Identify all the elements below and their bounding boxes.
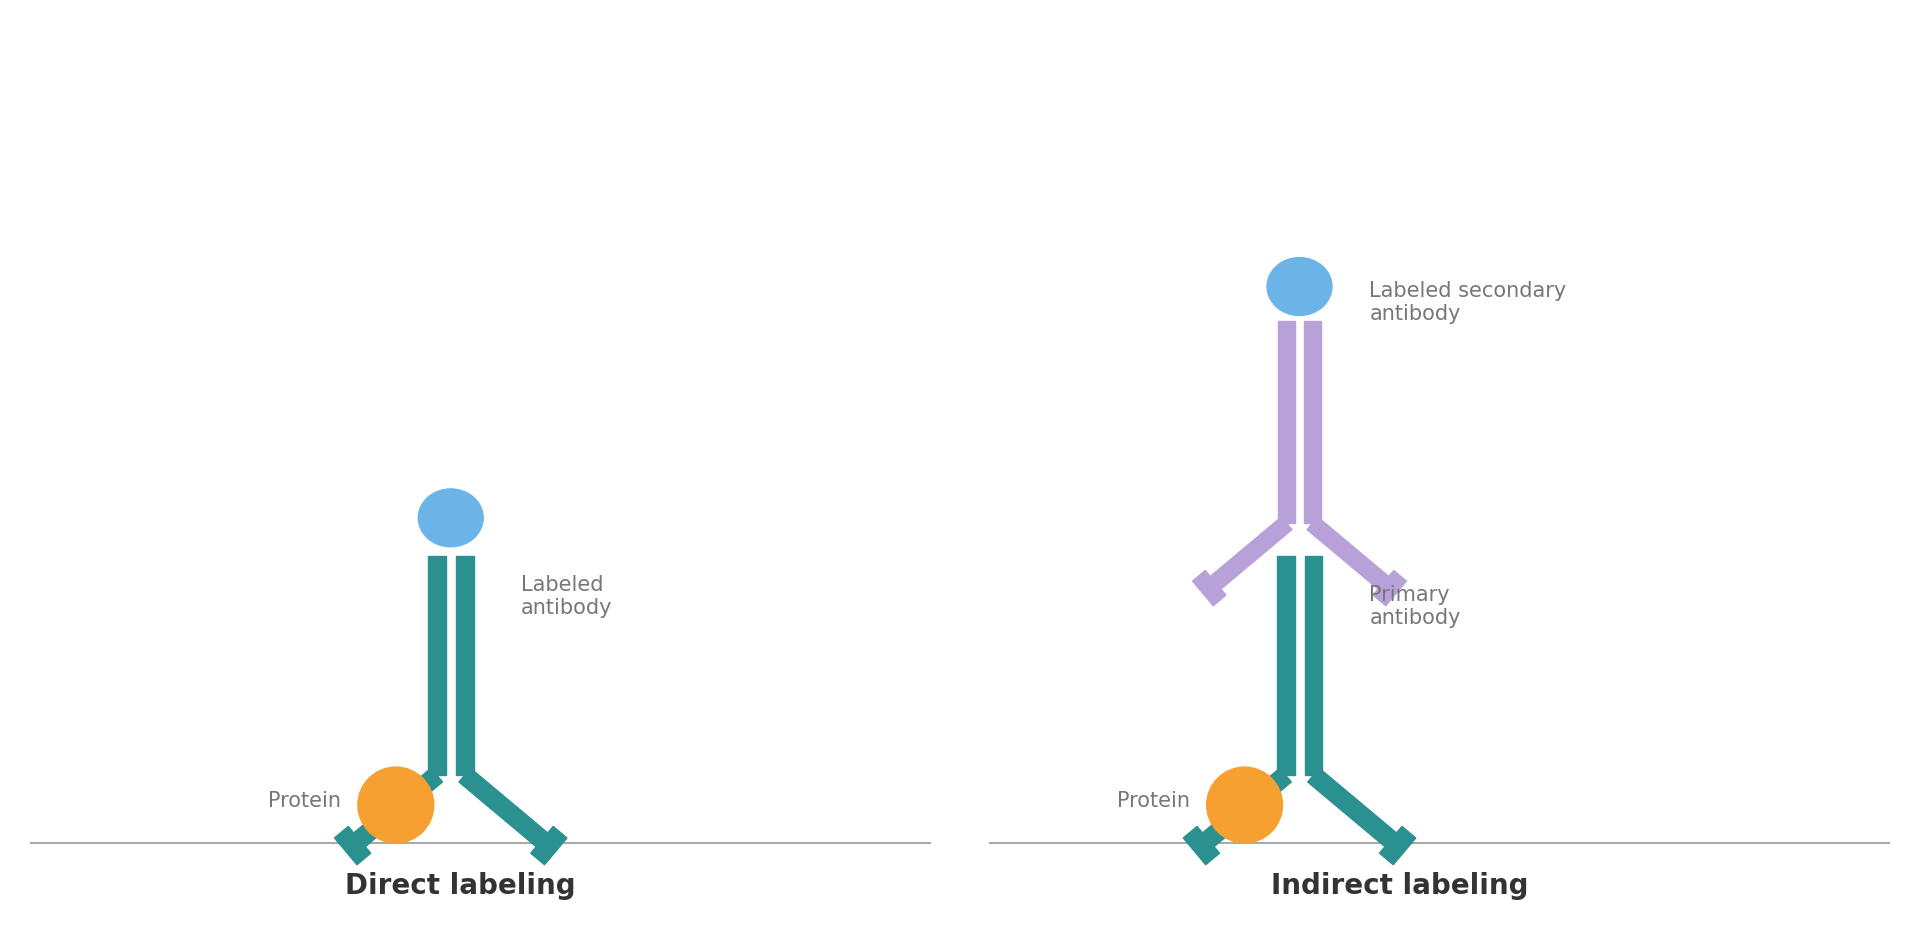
Polygon shape bbox=[1196, 768, 1292, 853]
Ellipse shape bbox=[1267, 258, 1332, 316]
Bar bbox=[428, 556, 445, 775]
Polygon shape bbox=[530, 826, 566, 865]
Polygon shape bbox=[334, 826, 371, 865]
Polygon shape bbox=[1192, 571, 1225, 606]
Circle shape bbox=[357, 768, 434, 843]
Polygon shape bbox=[459, 768, 555, 853]
Text: Protein: Protein bbox=[269, 790, 342, 811]
Bar bbox=[1304, 556, 1323, 775]
Polygon shape bbox=[1308, 518, 1396, 594]
Polygon shape bbox=[1308, 768, 1404, 853]
Polygon shape bbox=[348, 768, 442, 853]
Text: Labeled
antibody: Labeled antibody bbox=[520, 575, 612, 618]
Ellipse shape bbox=[419, 490, 484, 548]
Polygon shape bbox=[1379, 826, 1415, 865]
Text: Protein: Protein bbox=[1117, 790, 1190, 811]
Bar bbox=[1304, 322, 1321, 523]
Circle shape bbox=[1206, 768, 1283, 843]
Polygon shape bbox=[1373, 571, 1407, 606]
Text: Primary
antibody: Primary antibody bbox=[1369, 584, 1461, 627]
Bar bbox=[1277, 556, 1294, 775]
Bar bbox=[455, 556, 474, 775]
Text: Direct labeling: Direct labeling bbox=[346, 870, 576, 899]
Text: Indirect labeling: Indirect labeling bbox=[1271, 870, 1528, 899]
Bar bbox=[1279, 322, 1294, 523]
Polygon shape bbox=[1183, 826, 1219, 865]
Polygon shape bbox=[1204, 518, 1292, 594]
Text: Labeled secondary
antibody: Labeled secondary antibody bbox=[1369, 281, 1567, 324]
